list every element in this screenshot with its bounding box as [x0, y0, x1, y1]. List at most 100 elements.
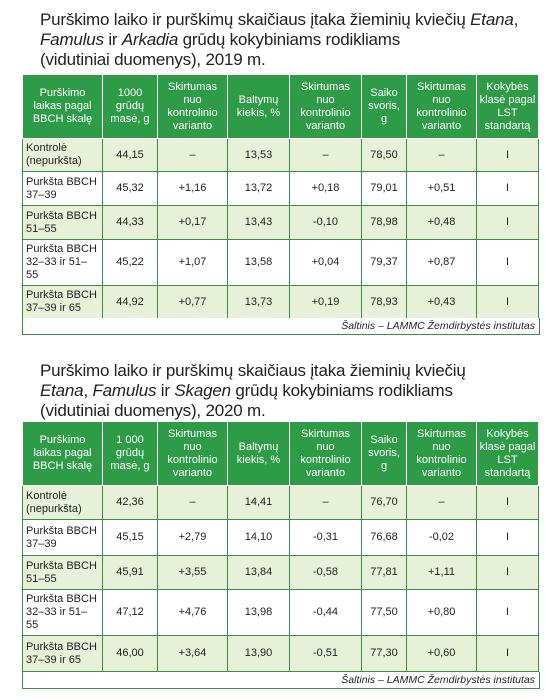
- table-cell: +0,48: [406, 205, 477, 240]
- table-cell: 13,98: [227, 589, 290, 636]
- table-cell: +0,77: [157, 285, 228, 319]
- table-cell: 13,72: [227, 171, 290, 206]
- table-cell: 47,12: [102, 589, 158, 636]
- table-cell: +0,43: [406, 285, 477, 319]
- table-cell: Purkšta BBCH 37–39 ir 65: [22, 285, 103, 319]
- table-cell: +1,07: [157, 239, 228, 286]
- table-row: Purkšta BBCH 51–55 45,91 +3,55 13,84 -0,…: [22, 555, 539, 590]
- data-table: Purškimo laikas pagal BBCH skalę 1 000 g…: [22, 421, 539, 672]
- table-cell: Kontrolė (nepurkšta): [22, 138, 103, 172]
- table-cell: Purkšta BBCH 37–39 ir 65: [22, 635, 103, 672]
- table-cell: +2,79: [157, 519, 228, 556]
- column-header: 1000 grūdų masė, g: [102, 74, 158, 139]
- table-cell: 46,00: [102, 635, 158, 672]
- table-cell: +0,18: [289, 171, 362, 206]
- table-cell: +0,51: [406, 171, 477, 206]
- title-text: (vidutiniai duomenys), 2019 m.: [40, 50, 266, 69]
- table-cell: I: [476, 138, 539, 172]
- column-header: Purškimo laikas pagal BBCH skalę: [22, 74, 103, 139]
- table-cell: +0,19: [289, 285, 362, 319]
- table-cell: 45,15: [102, 519, 158, 556]
- table-cell: Purkšta BBCH 51–55: [22, 205, 103, 240]
- table-cell: 13,84: [227, 555, 290, 590]
- title-text: grūdų kokybiniams rodikliams: [230, 381, 453, 400]
- table-cell: –: [157, 138, 228, 172]
- table-cell: +3,64: [157, 635, 228, 672]
- table-title: Purškimo laiko ir purškimų skaičiaus įta…: [40, 352, 540, 421]
- column-header: Baltymų kiekis, %: [227, 74, 290, 139]
- table-cell: Purkšta BBCH 37–39: [22, 171, 103, 206]
- table-cell: 45,22: [102, 239, 158, 286]
- table-cell: –: [157, 485, 228, 520]
- title-variety-1: Etana: [40, 381, 84, 400]
- title-text: Purškimo laiko ir purškimų skaičiaus įta…: [40, 361, 466, 380]
- table-cell: I: [476, 555, 539, 590]
- table-cell: 78,93: [361, 285, 407, 319]
- table-cell: +3,55: [157, 555, 228, 590]
- table-cell: 13,43: [227, 205, 290, 240]
- table-cell: 13,58: [227, 239, 290, 286]
- column-header: Skirtumas nuo kontrolinio varianto: [406, 421, 477, 486]
- table-cell: -0,44: [289, 589, 362, 636]
- title-variety-3: Arkadia: [121, 30, 179, 49]
- table-cell: I: [476, 519, 539, 556]
- table-cell: +0,87: [406, 239, 477, 286]
- table-cell: Purkšta BBCH 51–55: [22, 555, 103, 590]
- table-cell: 76,68: [361, 519, 407, 556]
- table-cell: 79,01: [361, 171, 407, 206]
- column-header: Skirtumas nuo kontrolinio varianto: [289, 74, 362, 139]
- table-cell: 79,37: [361, 239, 407, 286]
- table-cell: –: [406, 138, 477, 172]
- column-header: Saiko svoris, g: [361, 421, 407, 486]
- column-header: Skirtumas nuo kontrolinio varianto: [406, 74, 477, 139]
- table-cell: I: [476, 205, 539, 240]
- table-cell: -0,10: [289, 205, 362, 240]
- column-header: Kokybės klasė pagal LST standartą: [476, 421, 539, 486]
- table-cell: 76,70: [361, 485, 407, 520]
- table-cell: 77,81: [361, 555, 407, 590]
- column-header: 1 000 grūdų masė, g: [102, 421, 158, 486]
- table-row: Kontrolė (nepurkšta) 44,15 – 13,53 – 78,…: [22, 138, 539, 172]
- title-variety-3: Skagen: [174, 381, 231, 400]
- table-row: Purkšta BBCH 37–39 ir 65 44,92 +0,77 13,…: [22, 285, 539, 319]
- table-cell: 77,50: [361, 589, 407, 636]
- title-text: ,: [513, 10, 519, 29]
- table-cell: 42,36: [102, 485, 158, 520]
- table-cell: Purkšta BBCH 37–39: [22, 519, 103, 556]
- column-header: Skirtumas nuo kontrolinio varianto: [289, 421, 362, 486]
- column-header: Kokybės klasė pagal LST standartą: [476, 74, 539, 139]
- table-cell: 44,15: [102, 138, 158, 172]
- table-cell: I: [476, 635, 539, 672]
- title-variety-2: Famulus: [40, 30, 104, 49]
- table-cell: –: [289, 138, 362, 172]
- table-row: Purkšta BBCH 32–33 ir 51–55 45,22 +1,07 …: [22, 239, 539, 286]
- table-row: Purkšta BBCH 37–39 ir 65 46,00 +3,64 13,…: [22, 635, 539, 672]
- table-row: Kontrolė (nepurkšta) 42,36 – 14,41 – 76,…: [22, 485, 539, 520]
- title-text: ,: [83, 381, 93, 400]
- table-cell: Kontrolė (nepurkšta): [22, 485, 103, 520]
- column-header: Baltymų kiekis, %: [227, 421, 290, 486]
- table-cell: 78,50: [361, 138, 407, 172]
- table-cell: I: [476, 239, 539, 286]
- header-row: Purškimo laikas pagal BBCH skalę 1000 gr…: [22, 74, 539, 139]
- table-cell: Purkšta BBCH 32–33 ir 51–55: [22, 589, 103, 636]
- title-text: (vidutiniai duomenys), 2020 m.: [40, 401, 266, 420]
- table-cell: +1,11: [406, 555, 477, 590]
- table-cell: I: [476, 589, 539, 636]
- title-variety-1: Etana: [470, 10, 514, 29]
- table-cell: -0,31: [289, 519, 362, 556]
- source-note: Šaltinis – LAMMC Žemdirbystės institutas: [22, 672, 540, 689]
- table-cell: I: [476, 485, 539, 520]
- table-cell: +0,17: [157, 205, 228, 240]
- column-header: Saiko svoris, g: [361, 74, 407, 139]
- table-cell: -0,02: [406, 519, 477, 556]
- table-section-2020: Purškimo laiko ir purškimų skaičiaus įta…: [0, 352, 546, 689]
- table-cell: 45,32: [102, 171, 158, 206]
- table-cell: 13,73: [227, 285, 290, 319]
- table-row: Purkšta BBCH 37–39 45,32 +1,16 13,72 +0,…: [22, 171, 539, 206]
- table-cell: –: [289, 485, 362, 520]
- table-cell: +0,60: [406, 635, 477, 672]
- table-cell: I: [476, 285, 539, 319]
- table-cell: 78,98: [361, 205, 407, 240]
- table-cell: +0,04: [289, 239, 362, 286]
